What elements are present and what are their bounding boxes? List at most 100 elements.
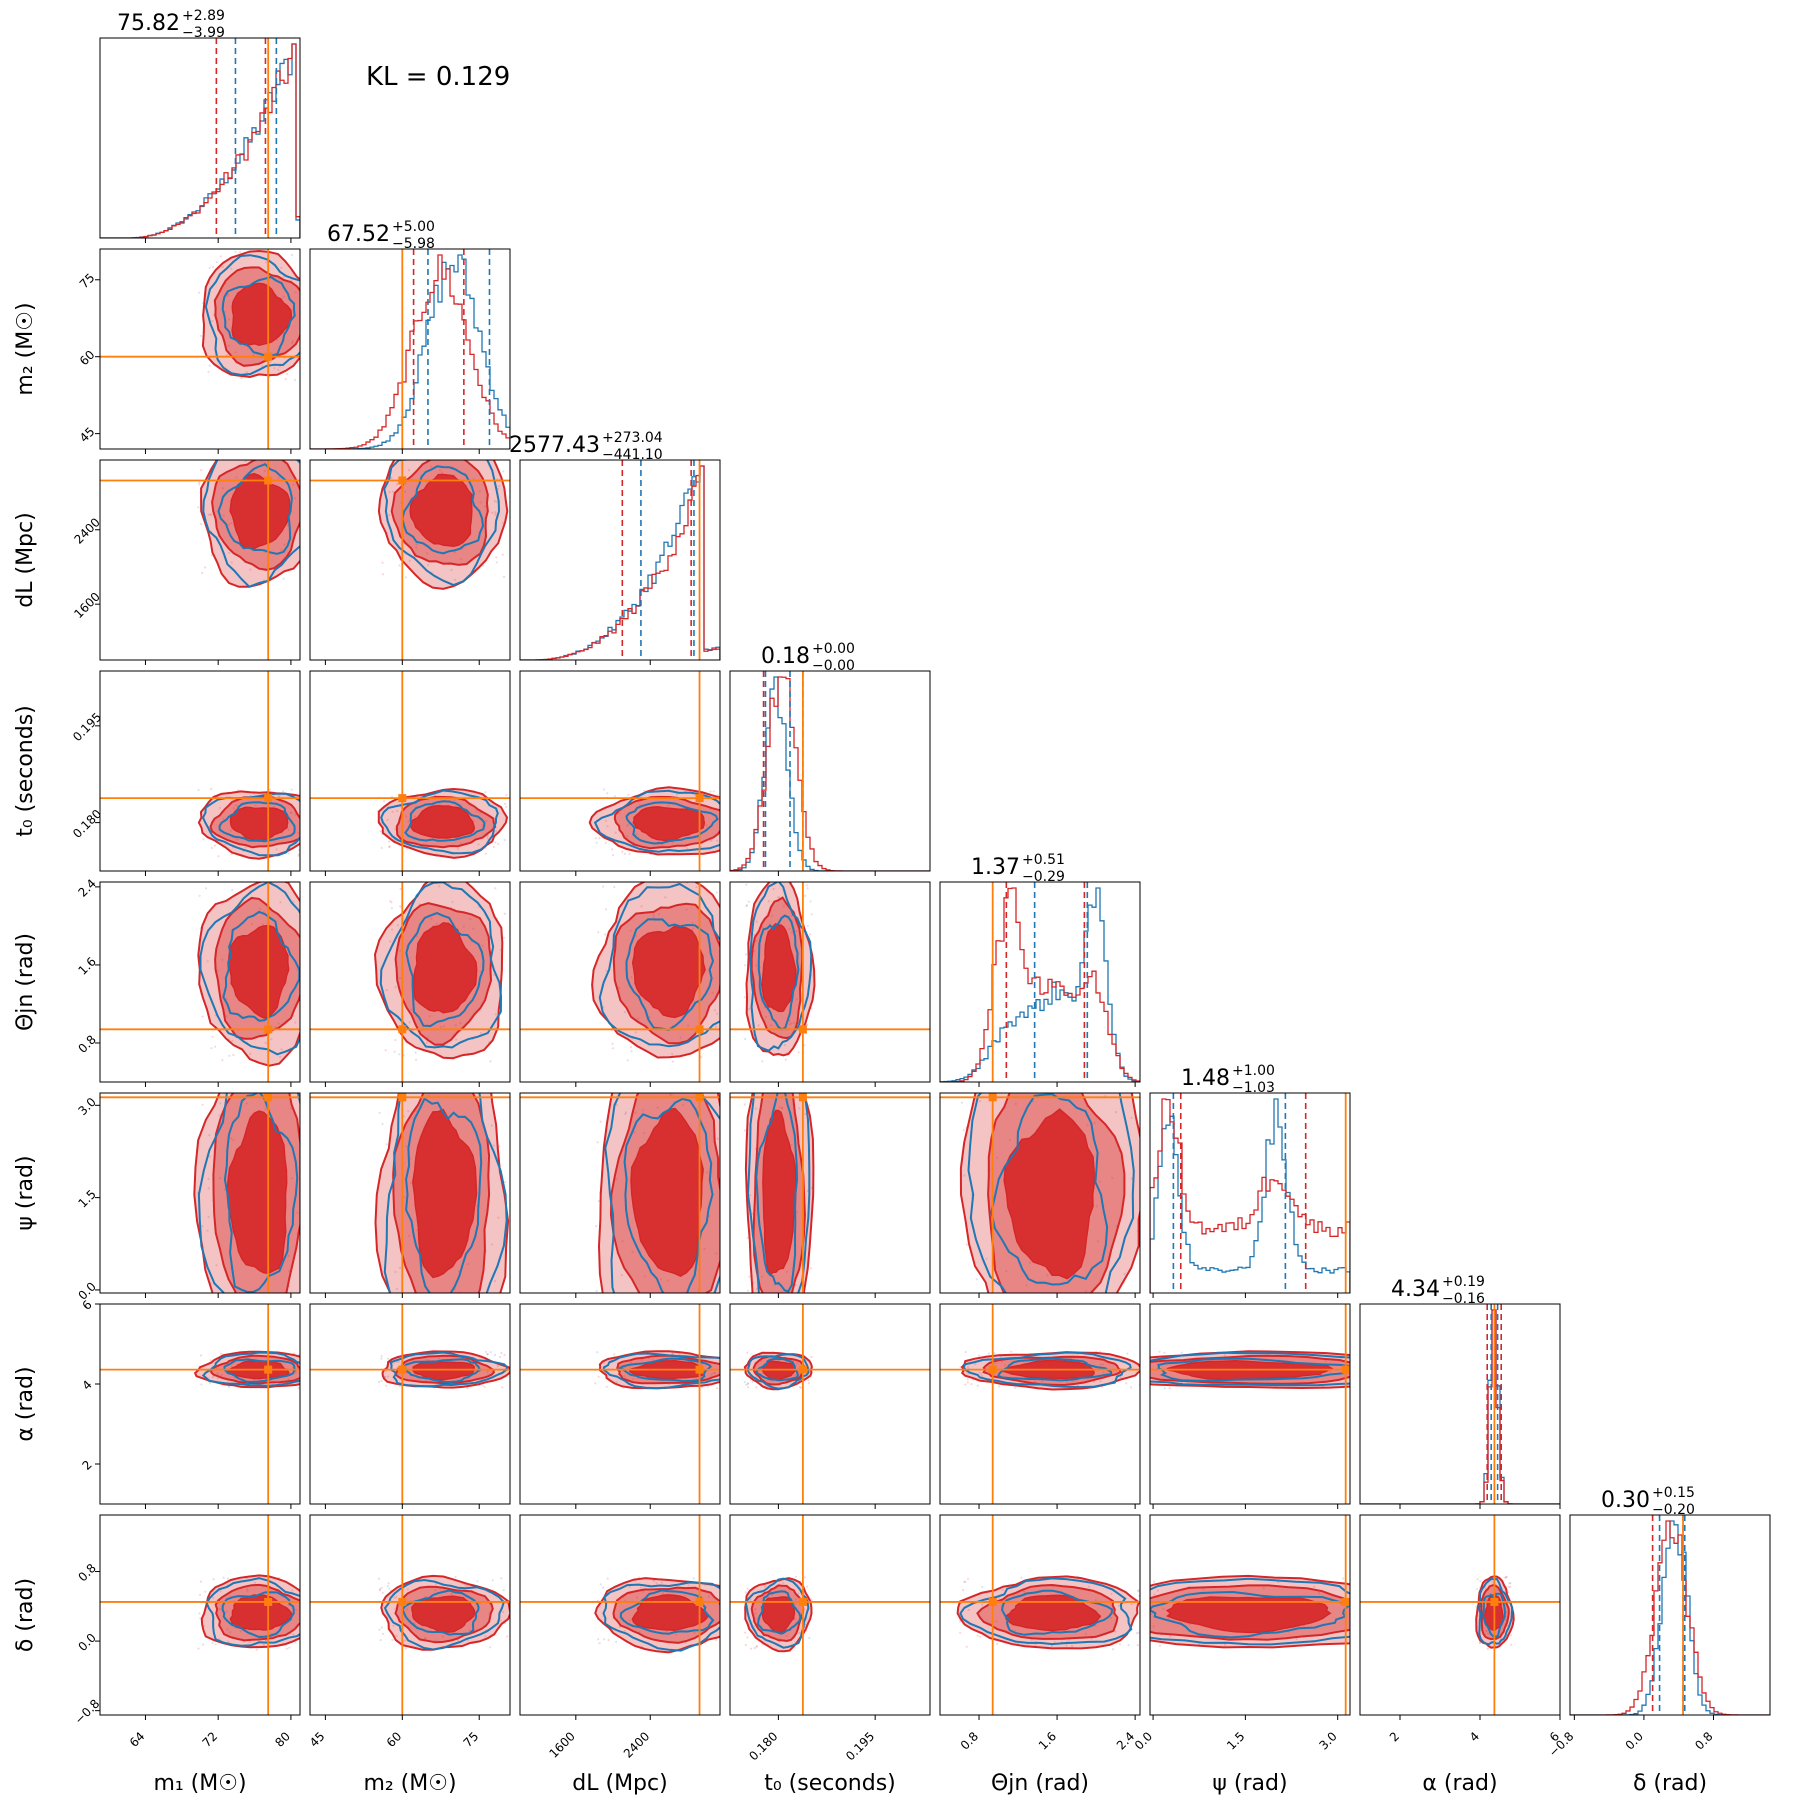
sample-point [407,820,410,823]
x-tick-label: 80 [272,1729,293,1750]
sample-point [1370,1607,1372,1609]
blue-contour-inner [217,463,293,555]
sample-point [229,1324,231,1326]
blue-contour-inner [218,801,296,843]
sample-point [720,1358,722,1360]
sample-point [501,553,504,556]
sample-point [228,318,231,321]
panel-thetajn-t0 [729,881,931,1083]
sample-point [285,1647,288,1650]
sample-point [744,953,748,956]
y-tick-label: 0.0 [75,1279,98,1302]
y-tick-label: −0.8 [72,1697,103,1728]
sample-point [219,1177,222,1180]
sample-point [1476,1588,1479,1591]
sample-point [289,1107,293,1110]
y-tick-label: 0.195 [70,710,104,744]
sample-point [304,1365,306,1367]
sample-point [494,1353,497,1357]
blue-contour-inner [755,1093,799,1293]
sample-point [235,476,238,479]
sample-point [456,877,458,879]
panel-m2-m2 [309,248,511,450]
sample-point [985,1257,988,1260]
sample-point [723,973,725,975]
sample-point [307,1579,309,1581]
sample-point [965,1645,968,1648]
sample-point [710,1090,712,1092]
sample-point [621,1240,624,1243]
sample-point [216,1377,219,1380]
sample-point [1158,1350,1161,1353]
sample-point [671,1352,675,1355]
sample-point [305,533,307,535]
sample-point [301,994,303,996]
panel-psi-thetajn [939,1035,1141,1294]
sample-point [613,1353,616,1356]
sample-point [312,1261,314,1263]
sample-point [280,445,282,447]
truth-marker [398,794,407,803]
posterior-lower-error: −3.99 [182,25,225,41]
sample-point [1119,1385,1121,1387]
sample-point [506,1635,509,1638]
panel-thetajn-m2 [309,877,511,1083]
sample-point [415,935,419,938]
sample-point [393,1596,396,1599]
sample-point [454,578,457,581]
blue-contour-outer [1150,1351,1350,1387]
sample-point [726,1366,728,1368]
sample-point [478,490,481,493]
blue-contour-outer [199,882,300,1056]
sample-point [768,1349,770,1351]
panel-alpha-psi [1119,1303,1373,1505]
sample-point [661,843,664,847]
sample-point [967,1577,970,1580]
sample-point [1059,1035,1061,1037]
sample-point [789,1023,792,1026]
sample-point [1068,1079,1070,1081]
sample-point [391,810,394,814]
sample-point [607,1639,610,1642]
sample-point [434,1588,437,1592]
sample-point [288,1646,291,1649]
sample-point [810,1599,814,1602]
sample-point [222,817,225,820]
sample-point [479,970,482,973]
blue-contour-inner [619,1589,715,1635]
sample-point [706,1171,709,1174]
sample-point [797,1592,800,1595]
sample-point [385,989,388,992]
panel-frame [729,1092,931,1294]
sample-point [495,556,498,559]
sample-point [206,960,209,963]
sample-point [479,1032,482,1035]
sample-point [378,1588,382,1591]
sample-point [485,819,488,822]
sample-point [959,1366,962,1369]
sample-point [229,1631,232,1634]
sample-point [1371,1381,1373,1383]
sample-point [731,827,733,829]
sample-point [1101,1079,1103,1081]
sample-point [727,1609,729,1611]
sample-point [748,1007,751,1011]
sample-point [479,811,482,814]
sample-point [966,1378,969,1381]
sample-point [244,460,247,463]
x-tick-label: 1600 [546,1729,577,1760]
sample-point [629,929,632,932]
sample-point [995,1620,998,1623]
sample-point [721,1641,723,1643]
sample-point [305,285,307,287]
panel-delta-psi [1149,1514,1397,1716]
sample-point [472,927,475,930]
sample-point [1008,1139,1011,1142]
sample-point [230,1137,233,1140]
sample-point [748,1059,750,1061]
sample-point [1395,1621,1397,1623]
sample-point [232,1054,235,1057]
sample-point [291,1589,294,1592]
sample-point [502,470,505,473]
panel-t0-m2 [309,670,511,872]
